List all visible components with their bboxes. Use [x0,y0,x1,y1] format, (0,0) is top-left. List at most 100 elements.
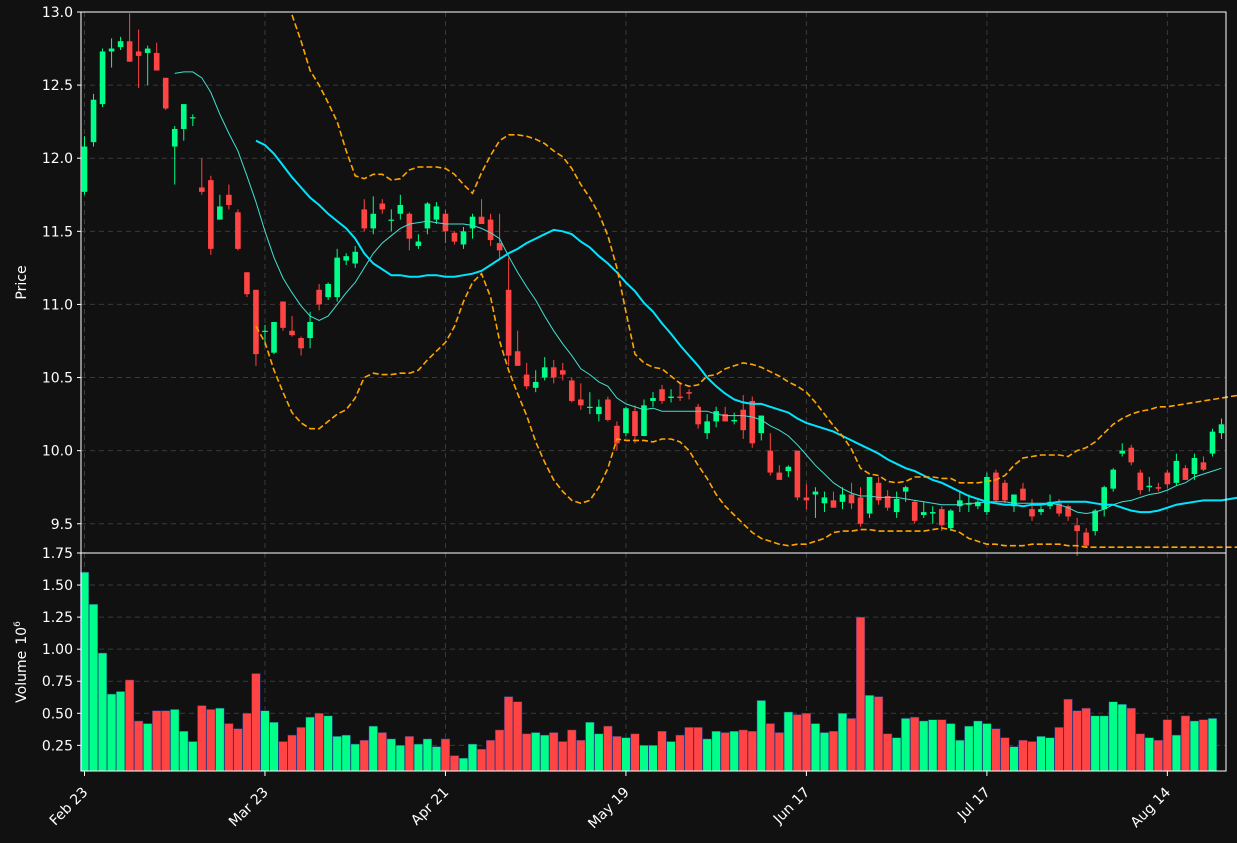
candle-up [785,465,792,477]
candle-down [442,209,449,244]
candle-down [911,500,918,524]
candle-up [893,491,900,518]
candle-body [424,203,431,229]
candle-body [325,283,331,298]
candle-body [668,396,674,399]
volume-bar-down [1063,698,1073,772]
volume-bar-down [242,713,252,772]
candle-up [189,114,196,127]
volume-bar-up [431,746,441,772]
candle-body [496,243,503,251]
volume-bar-down [558,741,568,772]
volume-bar-down [1153,739,1163,772]
volume-bar-down [477,748,487,772]
candle-body [605,399,611,420]
candle-down [848,482,855,510]
candle-up [433,202,440,225]
candle-up [587,392,593,415]
volume-bar-down [278,741,288,772]
candle-up [1101,485,1107,517]
candle-body [568,380,575,401]
volume-bar-up [702,738,712,772]
volume-bar-up [594,733,604,772]
candle-body [108,48,115,52]
volume-axis-label: Volume 106 [13,621,30,703]
candle-down [938,506,945,532]
volume-bar-down [233,728,243,772]
volume-bar-down [720,732,730,772]
candle-down [244,272,250,298]
candle-down [135,29,142,89]
candle-body [1173,460,1180,483]
candle-up [1218,418,1225,439]
candle-body [90,99,97,143]
candle-up [1209,428,1216,457]
candle-up [469,213,476,239]
volume-bar-up [639,745,649,772]
volume-axis-label-power: 6 [13,621,23,627]
candle-body [298,338,304,349]
volume-bar-down [287,734,297,772]
volume-bar-down [1081,707,1091,772]
price-axis-label: Price [14,265,30,299]
candle-body [199,187,205,192]
candle-down [686,389,692,400]
volume-bar-up [260,710,270,772]
candle-up [920,501,927,518]
candle-down [289,316,295,337]
candle-up [424,202,431,235]
volume-bar-down [504,696,514,772]
price-tick-label: 11.5 [42,224,73,240]
volume-bar-down [747,730,757,772]
candle-body [135,51,142,56]
volume-bar-down [792,714,802,772]
candle-body [153,52,160,71]
candle-down [379,199,386,214]
candle-down [1182,465,1189,480]
volume-bar-down [1018,739,1028,772]
volume-bar-down [513,701,523,772]
volume-bar-up [386,738,396,772]
candle-up [975,498,981,510]
candle-up [415,234,422,249]
date-tick-label: Feb 23 [47,785,92,830]
candle-body [1110,469,1117,489]
candle-body [966,503,972,505]
candle-body [415,241,422,246]
volume-bar-down [856,616,866,772]
volume-bar-up [837,713,848,772]
candle-body [1038,509,1044,513]
price-tick-label: 13.0 [42,5,73,21]
candle-down [298,336,304,356]
volume-bar-up [819,732,829,772]
price-panel-frame [80,11,1227,554]
candle-up [713,406,719,428]
candle-body [587,406,593,408]
volume-bar-up [1117,704,1127,772]
volume-bar-up [323,715,333,772]
candle-body [677,396,683,399]
price-tick-label: 9.5 [51,517,73,533]
candle-body [208,180,214,249]
volume-bar-down [224,723,234,772]
candle-body [857,497,864,524]
candle-up [812,487,819,518]
candle-body [397,205,404,214]
price-tick-label: 11.0 [42,297,73,313]
volume-bar-up [116,691,126,772]
volume-bar-down [549,732,559,772]
volume-bar-up [901,718,911,772]
volume-bar-down [1000,737,1010,772]
candle-up [957,491,963,513]
candle-down [695,403,701,429]
candle-up [171,126,178,185]
candle-up [1146,476,1153,492]
candle-body [902,487,909,492]
candle-body [1137,472,1144,491]
candle-down [1002,479,1008,504]
candle-down [505,257,512,366]
volume-bar-up [1045,737,1055,772]
candle-body [460,231,467,245]
candle-up [325,282,331,301]
candle-body [433,206,440,220]
